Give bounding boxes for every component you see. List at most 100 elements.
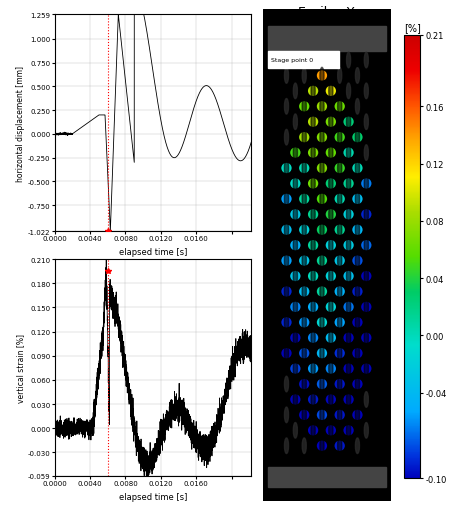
Circle shape — [302, 191, 306, 208]
Circle shape — [346, 53, 351, 69]
Point — [292, 334, 299, 342]
Point — [363, 211, 370, 219]
X-axis label: elapsed time [s]: elapsed time [s] — [118, 492, 187, 500]
Point — [283, 288, 290, 296]
Circle shape — [365, 115, 368, 130]
Circle shape — [329, 422, 333, 439]
Point — [310, 303, 317, 312]
Circle shape — [346, 238, 351, 254]
Circle shape — [302, 253, 306, 269]
Circle shape — [284, 99, 289, 115]
Point — [310, 211, 317, 219]
Circle shape — [365, 146, 368, 161]
Circle shape — [320, 284, 324, 300]
Point — [327, 180, 335, 188]
Point — [354, 195, 361, 204]
Point — [318, 442, 326, 450]
Circle shape — [346, 207, 351, 223]
Circle shape — [284, 407, 289, 423]
Circle shape — [337, 222, 342, 238]
Point — [318, 195, 326, 204]
Point — [363, 365, 370, 373]
Circle shape — [311, 115, 315, 131]
Circle shape — [346, 330, 351, 346]
Circle shape — [346, 268, 351, 285]
Circle shape — [293, 361, 298, 377]
Point — [327, 365, 335, 373]
Circle shape — [302, 407, 306, 423]
Circle shape — [365, 84, 368, 99]
Circle shape — [337, 315, 342, 331]
Circle shape — [293, 53, 297, 69]
Circle shape — [329, 207, 333, 223]
Point — [292, 303, 299, 312]
Point — [318, 411, 326, 419]
Circle shape — [346, 422, 351, 439]
Circle shape — [302, 346, 306, 361]
Point — [318, 134, 326, 142]
Circle shape — [329, 83, 333, 100]
Circle shape — [346, 391, 351, 408]
Point — [345, 303, 352, 312]
Point — [327, 211, 335, 219]
Circle shape — [329, 268, 333, 285]
Point — [292, 395, 299, 404]
Circle shape — [311, 238, 315, 254]
Circle shape — [293, 268, 298, 285]
Point — [283, 226, 290, 234]
Circle shape — [284, 222, 289, 238]
Point — [301, 257, 308, 265]
Circle shape — [320, 68, 324, 84]
Circle shape — [356, 130, 360, 146]
Point — [283, 257, 290, 265]
Circle shape — [337, 438, 342, 454]
Point — [318, 103, 326, 111]
Point — [301, 319, 308, 327]
Circle shape — [320, 376, 324, 392]
Circle shape — [337, 376, 342, 392]
Circle shape — [302, 284, 306, 300]
Circle shape — [356, 407, 360, 423]
Point — [283, 164, 290, 173]
Circle shape — [364, 268, 368, 285]
Circle shape — [364, 176, 368, 192]
Circle shape — [346, 299, 351, 316]
Bar — [268, 467, 386, 487]
Circle shape — [311, 83, 315, 100]
Point — [327, 427, 335, 435]
Point — [336, 442, 344, 450]
Text: Stage point 0: Stage point 0 — [271, 58, 313, 63]
Circle shape — [302, 69, 306, 84]
Circle shape — [346, 361, 351, 377]
Circle shape — [329, 391, 333, 408]
Circle shape — [284, 253, 289, 269]
Circle shape — [356, 160, 360, 177]
Point — [345, 119, 352, 127]
Circle shape — [320, 130, 324, 146]
Point — [327, 334, 335, 342]
Circle shape — [302, 99, 306, 115]
Y-axis label: vertical strain [%]: vertical strain [%] — [16, 333, 25, 402]
Circle shape — [320, 315, 324, 331]
Circle shape — [320, 253, 324, 269]
Point — [310, 242, 317, 250]
Circle shape — [356, 253, 360, 269]
Point — [363, 242, 370, 250]
Point — [354, 164, 361, 173]
Point — [310, 119, 317, 127]
Circle shape — [356, 346, 360, 361]
Point — [318, 164, 326, 173]
Point — [301, 134, 308, 142]
Point — [318, 380, 326, 388]
Point — [336, 226, 344, 234]
Circle shape — [311, 299, 315, 316]
Point — [301, 411, 308, 419]
Circle shape — [337, 284, 342, 300]
Circle shape — [293, 176, 298, 192]
Circle shape — [302, 438, 306, 454]
Point — [327, 149, 335, 157]
Point — [345, 395, 352, 404]
Circle shape — [311, 145, 315, 161]
Circle shape — [311, 361, 315, 377]
Circle shape — [356, 284, 360, 300]
